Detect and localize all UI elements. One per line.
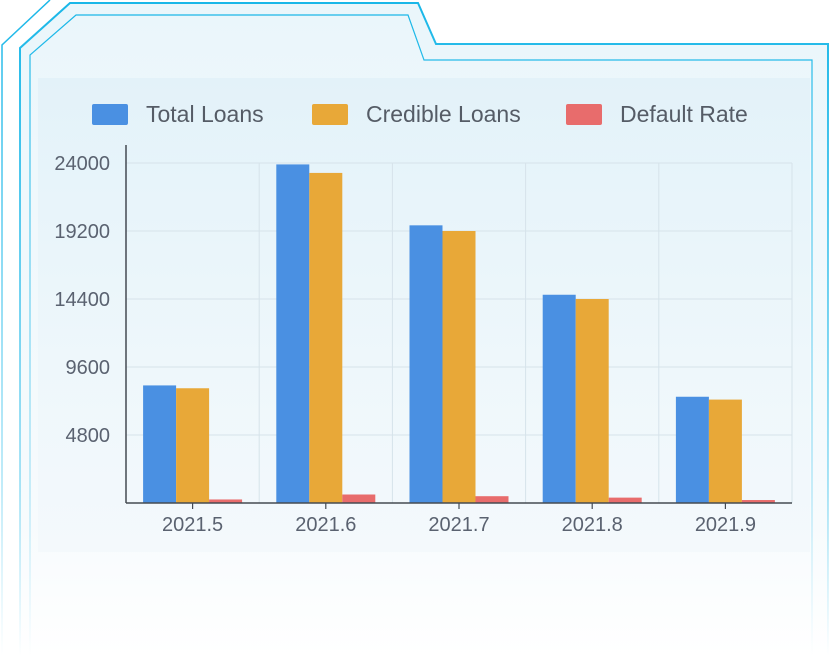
legend-swatch-credible-loans <box>312 104 348 125</box>
bar-credible-loans-2021.6 <box>309 172 343 503</box>
legend-label: Total Loans <box>146 101 264 127</box>
y-tick-label: 19200 <box>54 221 110 243</box>
y-tick-label: 24000 <box>54 153 110 175</box>
x-tick-labels: 2021.5 2021.6 2021.7 2021.8 2021.9 <box>162 514 756 536</box>
x-tick-label: 2021.6 <box>295 514 356 536</box>
bar-total-loans-2021.6 <box>276 164 310 503</box>
y-tick-label: 9600 <box>66 357 111 379</box>
x-tick-label: 2021.8 <box>562 514 623 536</box>
x-tick-label: 2021.9 <box>695 514 756 536</box>
x-tick-label: 2021.7 <box>428 514 489 536</box>
bar-default-rate-2021.8 <box>608 497 642 503</box>
bar-credible-loans-2021.8 <box>575 299 609 503</box>
bar-total-loans-2021.8 <box>542 294 576 503</box>
bars <box>143 164 775 504</box>
bar-total-loans-2021.9 <box>675 396 709 503</box>
legend-swatch-total-loans <box>92 104 128 125</box>
legend: Total Loans Credible Loans Default Rate <box>92 101 748 127</box>
bar-default-rate-2021.9 <box>741 500 775 503</box>
bar-credible-loans-2021.7 <box>442 231 476 503</box>
legend-label: Default Rate <box>620 101 748 127</box>
bar-credible-loans-2021.5 <box>176 388 210 503</box>
bar-total-loans-2021.5 <box>143 385 177 503</box>
bar-default-rate-2021.6 <box>342 494 376 503</box>
bar-default-rate-2021.5 <box>209 499 243 503</box>
legend-label: Credible Loans <box>366 101 521 127</box>
bar-credible-loans-2021.9 <box>708 399 742 503</box>
bar-default-rate-2021.7 <box>475 496 509 503</box>
legend-swatch-default-rate <box>566 104 602 125</box>
y-tick-label: 4800 <box>66 425 111 447</box>
axes <box>125 145 792 509</box>
bar-total-loans-2021.7 <box>409 225 443 504</box>
y-tick-label: 14400 <box>54 289 110 311</box>
x-tick-label: 2021.5 <box>162 514 223 536</box>
y-tick-labels: 4800 9600 14400 19200 24000 <box>54 153 110 447</box>
